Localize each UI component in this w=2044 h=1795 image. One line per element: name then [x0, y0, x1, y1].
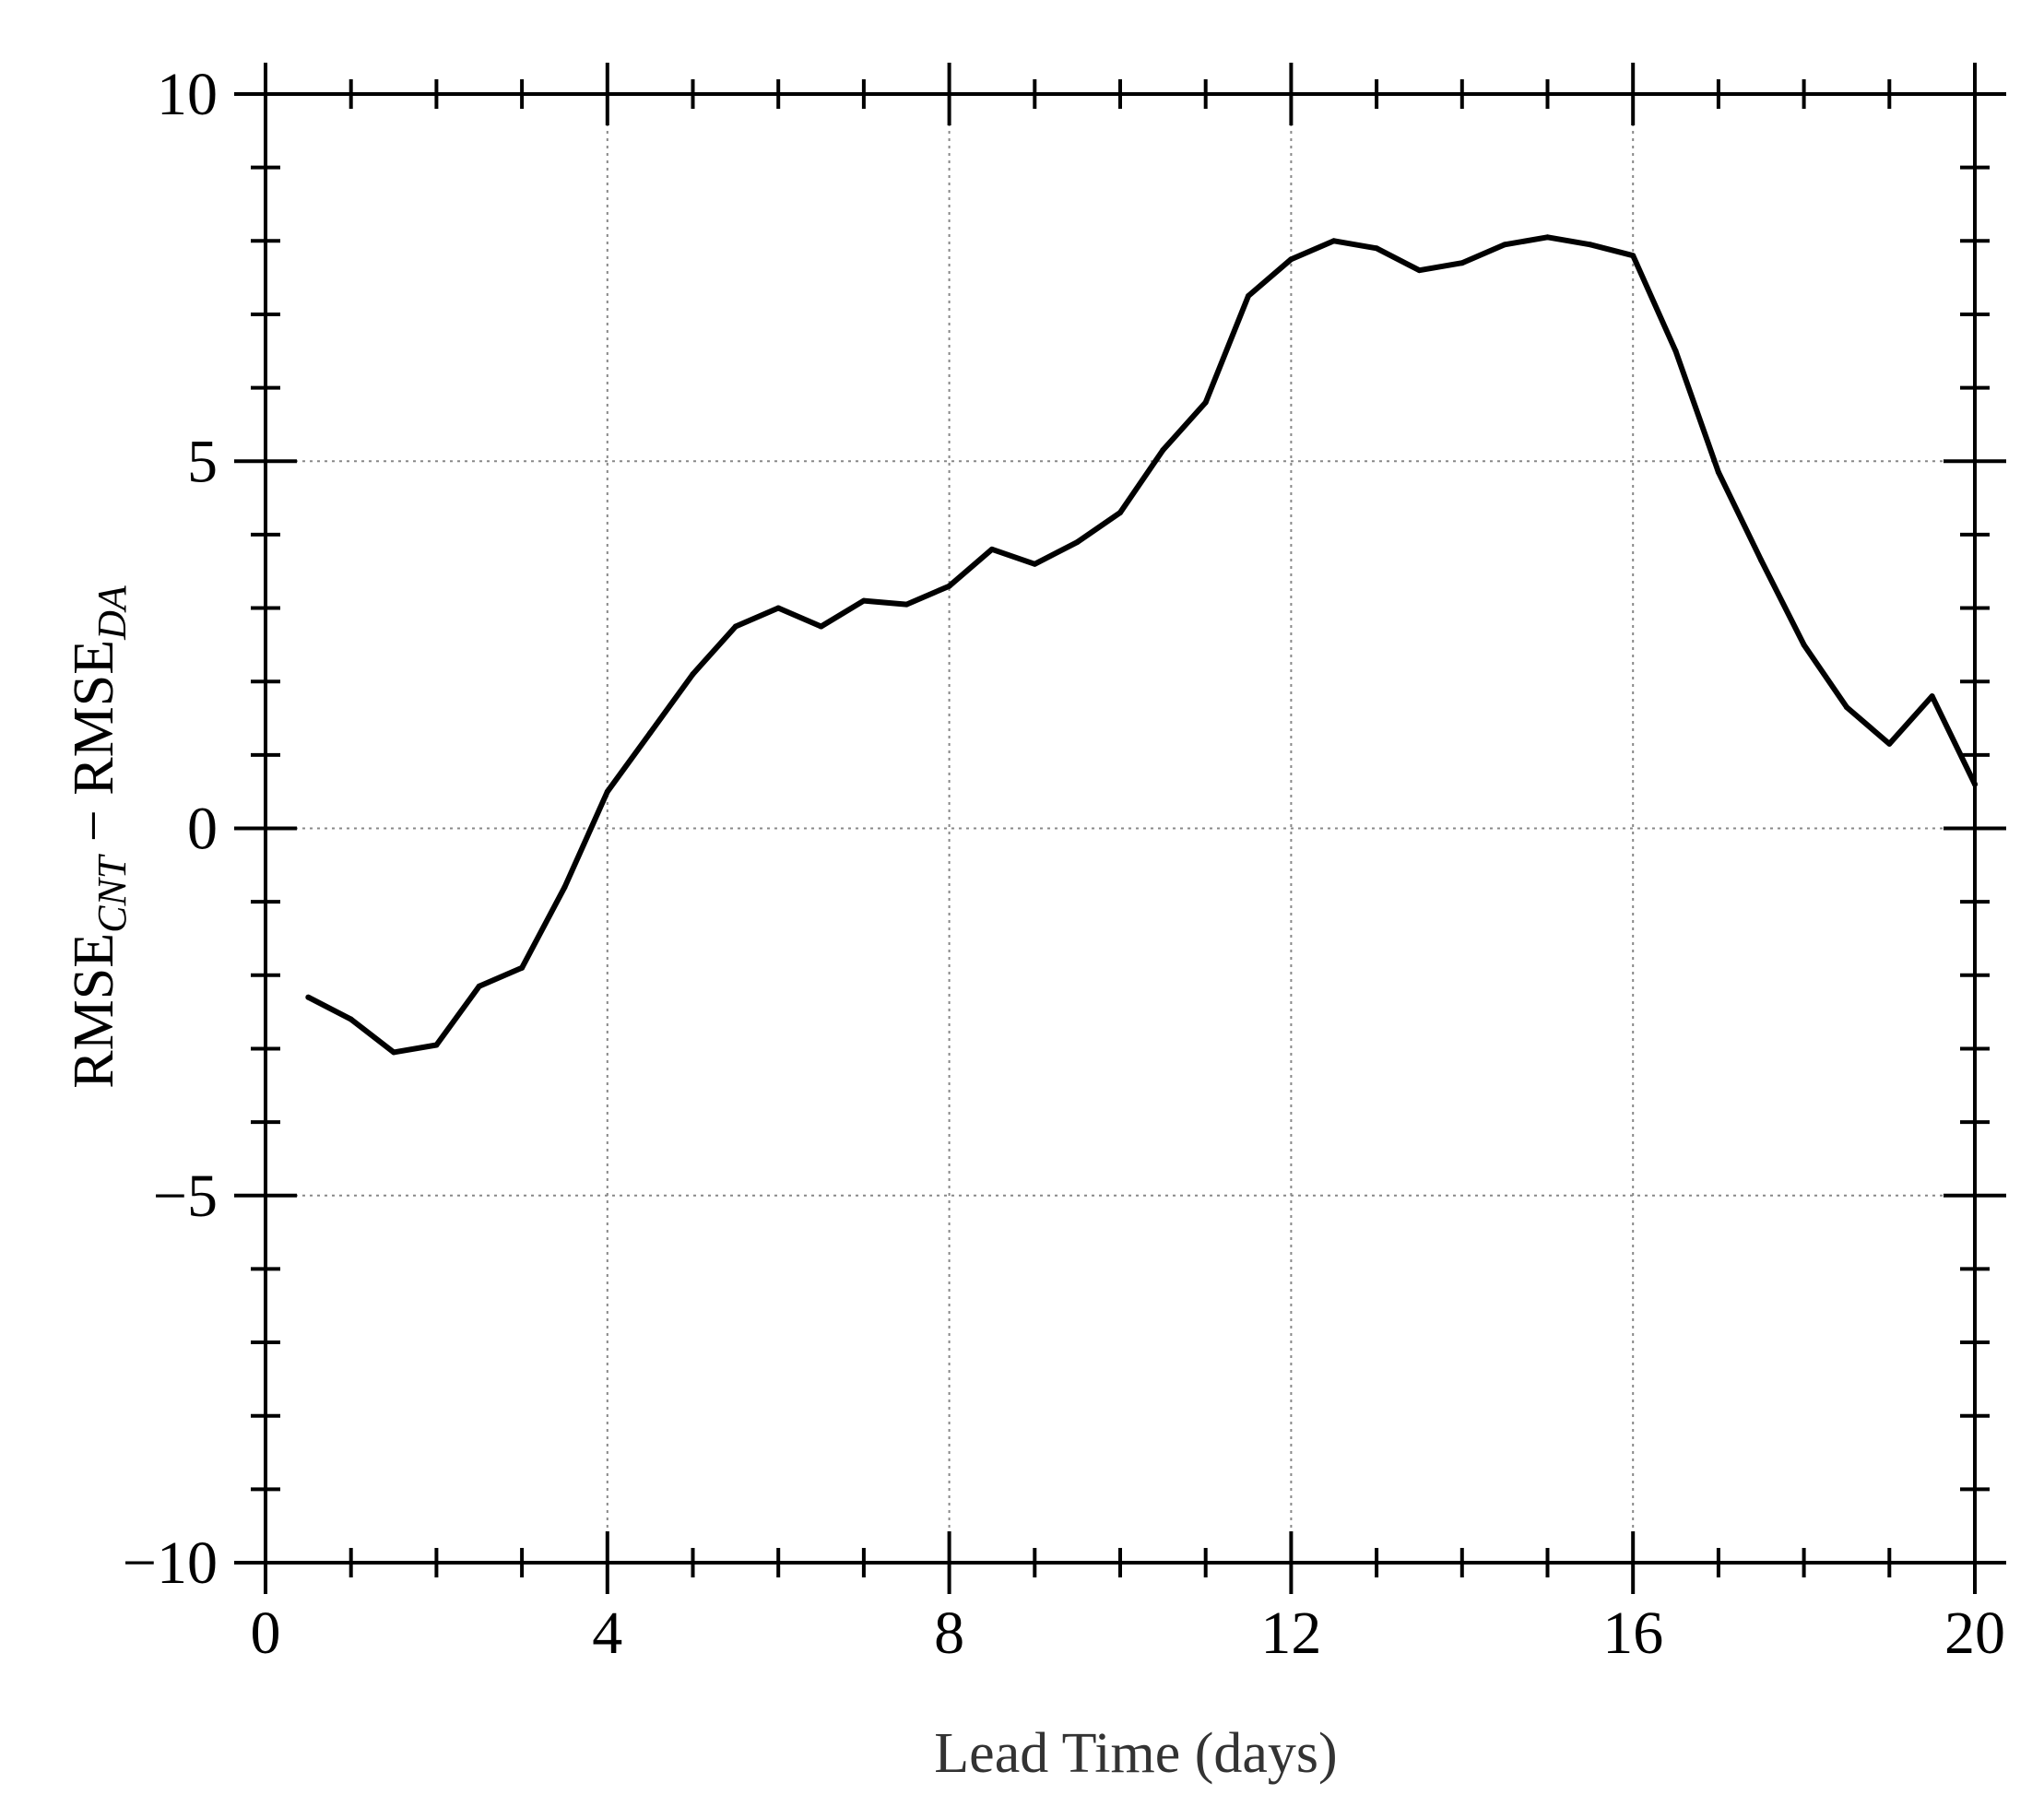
y-tick-label: 10 [157, 61, 218, 128]
data-point [1843, 704, 1849, 711]
x-tick-label: 16 [1602, 1600, 1663, 1667]
y-tick-label: 5 [187, 428, 218, 495]
data-point [818, 623, 824, 630]
y-tick-labels: −10 −5 0 5 10 [123, 61, 218, 1597]
data-point [1502, 242, 1508, 248]
data-point [946, 583, 952, 589]
data-point [1544, 234, 1551, 241]
y-axis-title: RMSECNT − RMSEDA [63, 585, 135, 1089]
data-point [1672, 348, 1679, 354]
y-axis-title-part1: RMSE [63, 933, 125, 1089]
data-point [1288, 256, 1294, 263]
data-point [1886, 740, 1893, 747]
data-point [1715, 469, 1721, 476]
data-point [1160, 447, 1166, 454]
data-point [1330, 238, 1337, 244]
axis-ticks [234, 63, 2006, 1594]
data-point [1630, 253, 1636, 259]
data-point [860, 597, 867, 604]
x-tick-label: 20 [1944, 1600, 2005, 1667]
data-point [1972, 781, 1978, 787]
y-tick-label: −10 [123, 1529, 218, 1597]
x-tick-label: 12 [1260, 1600, 1321, 1667]
series-line [305, 234, 1978, 1056]
data-point [476, 983, 482, 989]
data-point [391, 1049, 397, 1056]
plot-frame [264, 92, 1977, 1565]
y-axis-title-part2: RMSE [63, 640, 125, 796]
data-point [348, 1016, 354, 1022]
data-points [305, 234, 1978, 1056]
y-axis-title-sub2: DA [89, 585, 135, 641]
y-axis-title-sub1: CNT [89, 853, 135, 933]
x-tick-label: 0 [251, 1600, 281, 1667]
data-point [1117, 510, 1123, 516]
y-tick-label: 0 [187, 796, 218, 863]
grid-lines [266, 94, 1975, 1563]
y-axis-title-operator: − [63, 796, 125, 856]
data-point [1032, 561, 1038, 567]
data-point [775, 605, 782, 611]
data-point [561, 884, 568, 891]
data-point [519, 964, 526, 971]
x-tick-label: 4 [592, 1600, 622, 1667]
data-point [690, 671, 696, 678]
data-point [1416, 267, 1423, 274]
x-tick-labels: 0 4 8 12 16 20 [251, 1600, 2006, 1667]
data-point [1246, 293, 1252, 300]
y-tick-label: −5 [153, 1163, 218, 1230]
data-point [1074, 538, 1081, 545]
data-point [1929, 693, 1935, 700]
data-point [732, 623, 738, 630]
data-point [1374, 245, 1380, 252]
data-point [433, 1042, 440, 1048]
data-point [988, 546, 995, 552]
data-point [904, 601, 910, 608]
data-point [1587, 242, 1593, 248]
data-point [1202, 399, 1209, 406]
data-point [1801, 642, 1807, 648]
data-point [604, 788, 610, 795]
data-point [305, 994, 312, 1000]
data-point [1758, 557, 1765, 563]
x-tick-label: 8 [934, 1600, 964, 1667]
data-point [647, 729, 654, 736]
data-point [1459, 260, 1465, 266]
x-axis-title: Lead Time (days) [934, 1722, 1337, 1785]
